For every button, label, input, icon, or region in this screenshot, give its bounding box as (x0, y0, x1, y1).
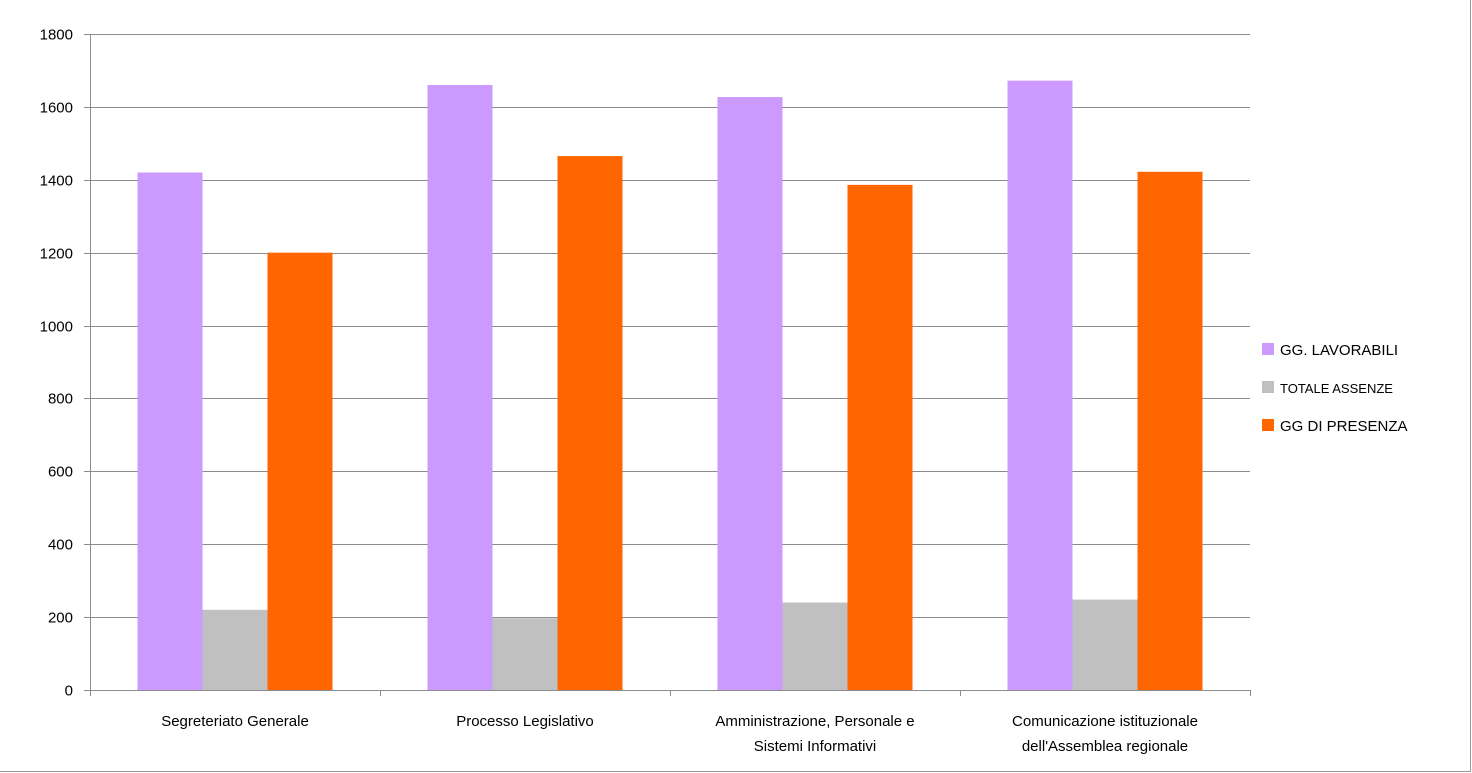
x-tick-label: Segreteriato Generale (161, 713, 309, 730)
bar-gg-lavorabili (137, 172, 203, 690)
legend-label: GG. LAVORABILI (1280, 342, 1398, 359)
y-tick-label: 1200 (40, 246, 73, 263)
bars (137, 80, 1203, 691)
legend-label: TOTALE ASSENZE (1280, 381, 1393, 396)
legend: GG. LAVORABILI TOTALE ASSENZE GG DI PRESEN… (1262, 342, 1408, 435)
y-tick-label: 400 (48, 537, 73, 554)
bar-gg-lavorabili (717, 97, 783, 690)
y-tick-labels: 0 200 400 600 800 1000 1200 1400 1600 1800 (40, 27, 73, 700)
y-tick-label: 1400 (40, 173, 73, 190)
y-tick-label: 0 (65, 683, 73, 700)
legend-swatch (1262, 343, 1274, 355)
legend-swatch (1262, 381, 1274, 393)
bar-totale-assenze (492, 618, 558, 690)
y-tick-label: 600 (48, 464, 73, 481)
legend-swatch (1262, 419, 1274, 431)
bar-totale-assenze (202, 609, 268, 690)
y-tick-label: 1800 (40, 27, 73, 44)
y-tick-label: 1600 (40, 100, 73, 117)
x-tick-label: Processo Legislativo (456, 713, 594, 730)
y-tick-label: 800 (48, 391, 73, 408)
bar-gg-lavorabili (427, 85, 493, 691)
bar-totale-assenze (1072, 599, 1138, 690)
bar-gg-di-presenza (557, 156, 623, 691)
bar-gg-di-presenza (267, 252, 333, 690)
legend-label: GG DI PRESENZA (1280, 418, 1408, 435)
axes (84, 34, 1251, 696)
y-tick-label: 200 (48, 610, 73, 627)
bar-gg-di-presenza (847, 184, 913, 690)
x-tick-labels: Segreteriato Generale Processo Legislativ… (161, 713, 1198, 755)
gridlines (90, 34, 1250, 618)
x-tick-label: Comunicazione istituzionale dell'Assemble… (1012, 713, 1198, 755)
bar-gg-lavorabili (1007, 80, 1073, 691)
bar-gg-di-presenza (1137, 171, 1203, 690)
y-tick-label: 1000 (40, 319, 73, 336)
bar-totale-assenze (782, 602, 848, 690)
x-tick-label: Amministrazione, Personale e Sistemi Info… (715, 713, 914, 755)
